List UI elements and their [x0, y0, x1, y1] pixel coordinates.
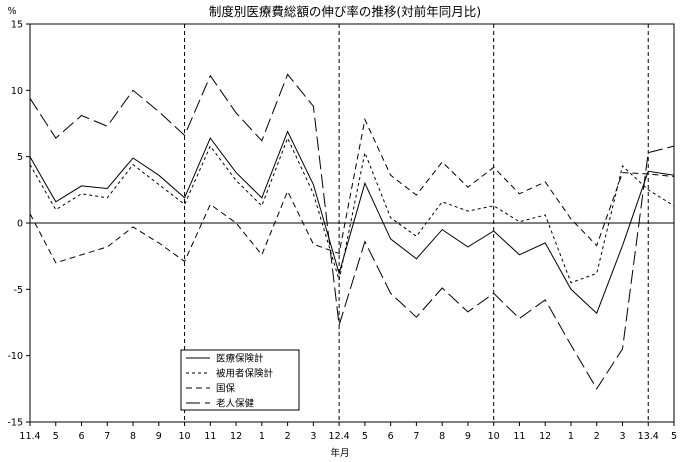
x-tick-label: 8 — [439, 431, 445, 442]
x-tick-label: 11 — [513, 431, 525, 442]
y-tick-label: -10 — [7, 351, 23, 362]
y-tick-label: 15 — [11, 20, 23, 31]
x-tick-label: 10 — [179, 431, 191, 442]
x-tick-label: 1 — [568, 431, 574, 442]
y-tick-label: -15 — [7, 418, 23, 429]
legend-label: 老人保健 — [216, 398, 255, 410]
x-tick-label: 9 — [465, 431, 471, 442]
x-axis: 11.4 5 6 7 8 9 10 11 12 1 2 3 12.4 5 6 7 8 9 10 11 12 1 2 3 13.4… — [19, 422, 677, 442]
x-tick-label: 12.4 — [329, 431, 350, 442]
legend-label: 被用者保険計 — [216, 368, 274, 380]
chart-title: 制度別医療費総額の伸び率の推移(対前年同月比) — [209, 4, 481, 19]
legend-label: 医療保険計 — [216, 353, 264, 365]
x-tick-label: 11.4 — [19, 431, 40, 442]
x-tick-label: 3 — [619, 431, 625, 442]
series-line-1 — [29, 130, 675, 315]
x-tick-label: 2 — [285, 431, 291, 442]
series-line-3 — [29, 117, 675, 264]
x-tick-label: 5 — [671, 431, 677, 442]
series-lines — [29, 73, 675, 390]
x-tick-label: 6 — [388, 431, 394, 442]
y-axis-unit: % — [7, 6, 16, 17]
x-tick-label: 9 — [156, 431, 162, 442]
x-tick-label: 11 — [204, 431, 216, 442]
x-tick-label: 12 — [230, 431, 242, 442]
y-tick-label: 0 — [17, 219, 23, 230]
x-tick-label: 3 — [310, 431, 316, 442]
x-tick-label: 7 — [413, 431, 419, 442]
x-tick-label: 5 — [53, 431, 59, 442]
legend-label: 国保 — [216, 383, 236, 395]
x-tick-label: 5 — [362, 431, 368, 442]
x-tick-label: 10 — [488, 431, 500, 442]
series-line-2 — [29, 136, 675, 284]
x-tick-label: 2 — [594, 431, 600, 442]
x-tick-label: 13.4 — [638, 431, 659, 442]
x-tick-label: 8 — [130, 431, 136, 442]
series-line-4 — [29, 73, 675, 390]
legend-box — [180, 349, 300, 411]
x-tick-label: 12 — [539, 431, 551, 442]
y-axis: 15 10 5 0 -5 -10 -15 — [7, 20, 30, 429]
x-tick-label: 7 — [104, 431, 110, 442]
x-tick-label: 6 — [78, 431, 84, 442]
x-tick-label: 1 — [259, 431, 265, 442]
x-axis-title: 年月 — [330, 447, 349, 459]
y-tick-label: -5 — [14, 285, 23, 296]
y-tick-label: 10 — [11, 86, 23, 97]
y-tick-label: 5 — [17, 152, 23, 163]
